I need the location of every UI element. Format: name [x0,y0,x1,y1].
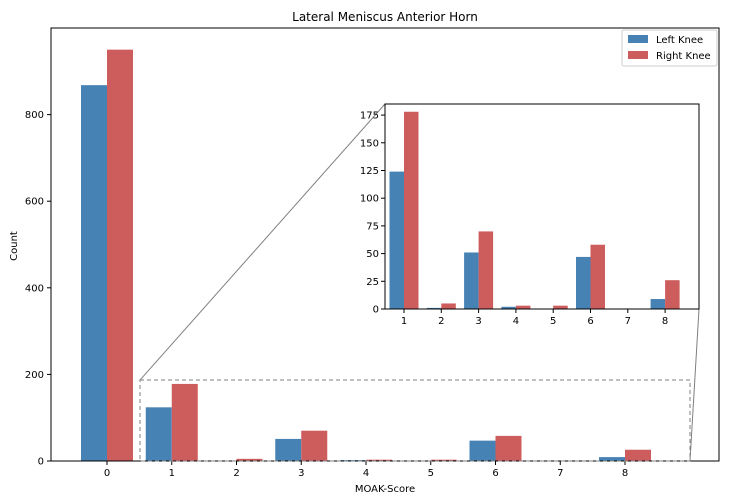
chart-title: Lateral Meniscus Anterior Horn [292,10,478,24]
inset-y-tick-label-150: 150 [360,138,379,149]
bar-right-knee-1 [171,383,198,461]
inset-x-tick-label-6: 6 [587,316,593,327]
inset-bar-left-knee-3 [464,252,479,309]
x-tick-label-0: 0 [104,468,110,479]
bar-left-knee-1 [145,407,172,461]
x-tick-label-1: 1 [169,468,175,479]
inset-y-tick-label-125: 125 [360,166,379,177]
inset-bar-right-knee-5 [553,305,568,309]
y-tick-label-0: 0 [38,457,44,468]
inset-y-tick-label-75: 75 [366,221,379,232]
inset-bar-left-knee-8 [650,299,666,309]
inset-y-tick-label-175: 175 [360,111,379,122]
x-tick-label-8: 8 [622,468,628,479]
legend-label-right-knee: Right Knee [656,51,711,62]
inset-background [385,104,699,309]
inset-y-tick-label-100: 100 [360,194,379,205]
y-axis-label: Count [9,231,20,261]
inset-y-tick-label-0: 0 [373,305,379,316]
bar-right-knee-3 [301,430,328,461]
x-tick-label-6: 6 [492,468,498,479]
y-tick-label-600: 600 [25,197,44,208]
x-tick-label-2: 2 [233,468,239,479]
zoom-connector-lines [139,103,700,462]
bar-right-knee-2 [236,458,263,461]
main-plot: 0 1 2 3 4 5 6 7 8 0 200 400 600 800 [25,27,720,479]
inset-x-tick-label-7: 7 [625,316,631,327]
x-tick-label-3: 3 [298,468,304,479]
bar-left-knee-0 [81,85,107,461]
inset-bar-left-knee-6 [576,256,591,309]
y-tick-label-800: 800 [25,110,44,121]
bar-left-knee-6 [469,440,496,461]
legend: Left Knee Right Knee [621,29,718,67]
bar-left-knee-3 [275,438,302,461]
inset-bar-right-knee-2 [441,303,456,309]
x-tick-label-4: 4 [363,468,369,479]
inset-x-tick-label-1: 1 [401,316,407,327]
inset-bar-right-knee-8 [665,280,680,309]
inset-bar-left-knee-2 [426,307,442,309]
inset-bar-right-knee-3 [478,231,494,309]
zoom-region-box [139,379,691,462]
y-tick-label-200: 200 [25,370,44,381]
bar-right-knee-6 [495,435,522,461]
bar-right-knee-5 [430,459,457,461]
inset-y-tick-label-50: 50 [366,249,379,260]
x-tick-label-7: 7 [557,468,563,479]
x-axis-label: MOAK-Score [355,484,415,495]
legend-swatch-left-knee [628,35,648,43]
inset-x-tick-label-5: 5 [550,316,556,327]
zoom-connector-left [139,103,386,381]
inset-x-tick-label-4: 4 [513,316,519,327]
bar-right-knee-4 [366,459,392,461]
bar-right-knee-8 [625,449,651,461]
y-tick-label-400: 400 [25,283,44,294]
inset-bar-right-knee-4 [515,305,531,309]
inset-x-tick-label-8: 8 [662,316,668,327]
inset-x-tick-label-3: 3 [475,316,481,327]
bar-right-knee-0 [107,49,133,462]
inset-plot-frame [384,103,700,310]
inset-x-tick-label-2: 2 [438,316,444,327]
inset-bar-right-knee-6 [590,244,605,309]
bar-left-knee-8 [599,457,625,461]
inset-y-tick-label-25: 25 [366,277,379,288]
x-tick-label-5: 5 [428,468,434,479]
legend-swatch-right-knee [628,51,648,59]
inset-bar-left-knee-1 [389,171,404,309]
main-plot-frame [50,27,720,462]
inset-bar-right-knee-1 [404,111,419,309]
zoom-connector-right [689,308,700,462]
inset-bar-left-knee-4 [501,306,516,309]
legend-label-left-knee: Left Knee [656,35,703,46]
inset-plot: 1 2 3 4 5 6 7 8 0 25 50 75 100 125 150 175 [360,103,700,327]
